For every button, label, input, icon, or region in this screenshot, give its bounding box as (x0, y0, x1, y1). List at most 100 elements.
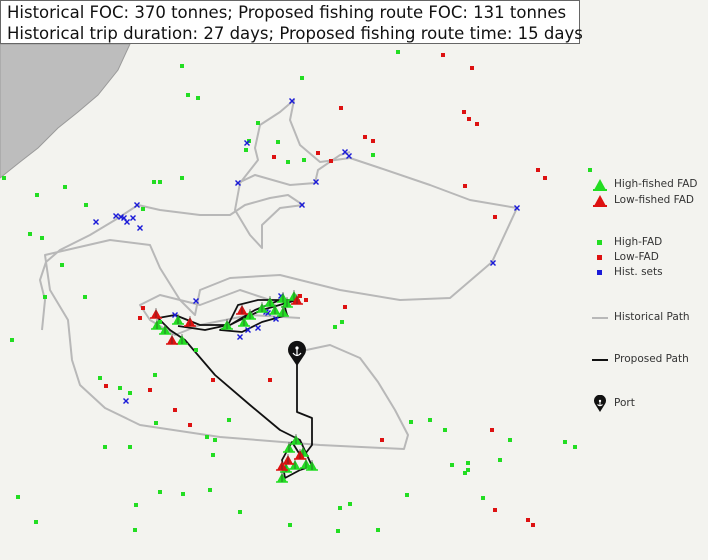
low-fad-point (268, 378, 272, 382)
high-fad-point (563, 440, 567, 444)
hist-set-marker (289, 98, 295, 104)
low-fad-point (463, 184, 467, 188)
legend: High-fished FAD Low-fished FAD High-FAD … (590, 170, 708, 420)
hist-set-marker (313, 179, 319, 185)
high-fished-fad-marker (256, 302, 268, 313)
hist-set-marker (93, 219, 99, 225)
high-fad-point (181, 492, 185, 496)
high-fad-point (158, 180, 162, 184)
legend-label: Port (614, 397, 635, 409)
high-fished-fad-marker (172, 314, 184, 325)
port-anchor-ring (295, 346, 299, 350)
low-fad-point (173, 408, 177, 412)
high-fad-point (508, 438, 512, 442)
high-fad-point (256, 121, 260, 125)
low-fad-point (467, 117, 471, 121)
duration-summary: Historical trip duration: 27 days; Propo… (7, 24, 583, 43)
high-fad-point (10, 338, 14, 342)
high-fad-point (409, 420, 413, 424)
low-fad-point (493, 508, 497, 512)
legend-item-port: Port (590, 395, 708, 413)
high-fad-point (588, 168, 592, 172)
low-fad-point (211, 378, 215, 382)
high-fished-fad-marker (151, 319, 163, 330)
high-fad-point (158, 320, 162, 324)
hist-set-marker (299, 202, 305, 208)
high-fad-point (276, 140, 280, 144)
high-fad-point (28, 232, 32, 236)
high-fad-point (428, 418, 432, 422)
hist-set-marker (134, 202, 140, 208)
port-marker (288, 340, 306, 366)
high-fished-fad-marker (269, 304, 281, 315)
legend-label: Historical Path (614, 311, 690, 323)
high-fad-point (573, 445, 577, 449)
low-fad-point (141, 306, 145, 310)
high-fad-point (103, 445, 107, 449)
high-fad-point (286, 160, 290, 164)
high-fad-point (300, 76, 304, 80)
low-fad-point (371, 139, 375, 143)
high-fad-point (466, 461, 470, 465)
hist-set-marker (121, 215, 127, 221)
high-fad-point (333, 325, 337, 329)
legend-item-high-fad: High-FAD (590, 234, 708, 252)
low-fad-point (470, 66, 474, 70)
historical-path-segment (235, 151, 351, 187)
hist-set-marker (235, 180, 241, 186)
high-fished-fad-marker (159, 324, 171, 335)
historical-path (39, 99, 518, 450)
low-fished-fad-marker (236, 304, 248, 315)
high-fad-point (213, 438, 217, 442)
low-fad-point (462, 110, 466, 114)
low-fished-fad-marker (294, 449, 306, 460)
blue-square-icon (597, 270, 602, 275)
high-fished-fad-marker (264, 296, 276, 307)
high-fished-fad-marker (277, 306, 289, 317)
fished-fads (150, 290, 318, 483)
legend-item-low-fished: Low-fished FAD (590, 192, 708, 210)
high-fished-fad-marker (283, 442, 295, 453)
high-fished-fad-marker (289, 459, 301, 470)
high-fad-point (186, 93, 190, 97)
high-fad-point (158, 490, 162, 494)
high-fad-point (196, 96, 200, 100)
red-square-icon (597, 255, 602, 260)
high-fad-point (133, 528, 137, 532)
high-fad-point (302, 158, 306, 162)
low-fished-fad-marker (282, 454, 294, 465)
high-fad-point (288, 523, 292, 527)
high-fad-point (211, 453, 215, 457)
gray-line-icon (592, 317, 608, 319)
low-fad-point (490, 428, 494, 432)
low-fad-point (304, 298, 308, 302)
low-fad-point (316, 151, 320, 155)
high-fad-point (205, 435, 209, 439)
legend-item-low-fad: Low-FAD (590, 249, 708, 267)
high-fad-point (180, 64, 184, 68)
legend-label: Hist. sets (614, 266, 663, 278)
high-fad-point (396, 50, 400, 54)
low-fad-point (329, 159, 333, 163)
high-fad-point (371, 153, 375, 157)
low-fad-point (475, 122, 479, 126)
foc-summary: Historical FOC: 370 tonnes; Proposed fis… (7, 3, 567, 22)
low-fad-point (380, 438, 384, 442)
low-fad-point (298, 294, 302, 298)
legend-label: High-FAD (614, 236, 663, 248)
high-fad-point (35, 193, 39, 197)
hist-set-marker (245, 327, 251, 333)
high-fad-point (63, 185, 67, 189)
high-fad-point (134, 503, 138, 507)
green-square-icon (597, 240, 602, 245)
fad-points (2, 50, 592, 533)
low-fad-point (104, 384, 108, 388)
high-fad-point (2, 176, 6, 180)
port-anchor-arms (292, 352, 302, 357)
high-fad-point (98, 376, 102, 380)
high-fad-point (443, 428, 447, 432)
low-fad-point (138, 316, 142, 320)
low-fished-fad-marker (276, 460, 288, 471)
anchor-pin-icon (594, 395, 606, 412)
